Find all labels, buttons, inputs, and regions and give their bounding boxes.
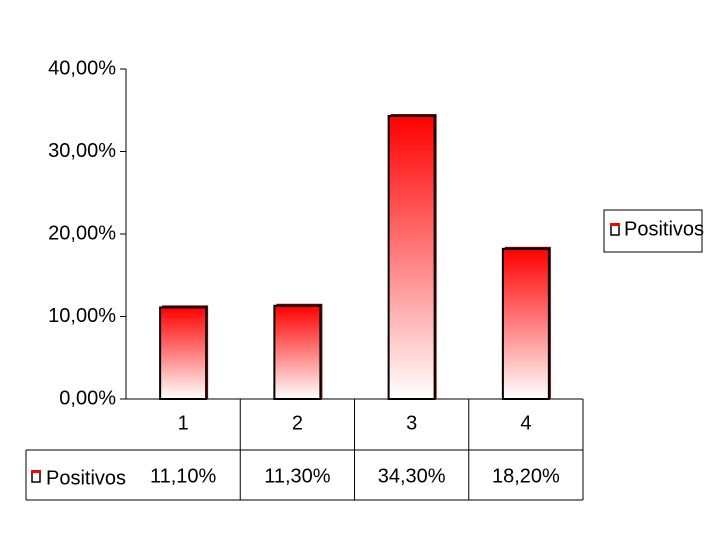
- x-tick-label: 1: [178, 412, 189, 434]
- x-tick-label: 2: [292, 412, 303, 434]
- y-tick-label: 0,00%: [59, 387, 116, 409]
- x-tick-label: 4: [520, 412, 531, 434]
- table-value: 18,20%: [492, 465, 560, 487]
- y-tick-label: 20,00%: [48, 222, 116, 244]
- y-tick-label: 40,00%: [48, 57, 116, 79]
- bar: [501, 247, 550, 400]
- table-value: 34,30%: [378, 465, 446, 487]
- y-tick-label: 30,00%: [48, 140, 116, 162]
- bar: [273, 304, 322, 400]
- legend-box: [603, 209, 703, 253]
- table-legend-key: [31, 471, 41, 483]
- table-legend-key-top: [31, 470, 41, 473]
- legend-key: [610, 224, 620, 236]
- table-value: 11,30%: [264, 465, 331, 487]
- table-row-label: Positivos: [46, 467, 126, 489]
- bar: [387, 115, 436, 401]
- table-value: 11,10%: [150, 465, 217, 487]
- x-tick-label: 3: [406, 412, 417, 434]
- bar: [159, 306, 208, 400]
- legend-key-top: [610, 223, 620, 226]
- y-tick-label: 10,00%: [48, 305, 116, 327]
- legend-label: Positivos: [624, 218, 704, 240]
